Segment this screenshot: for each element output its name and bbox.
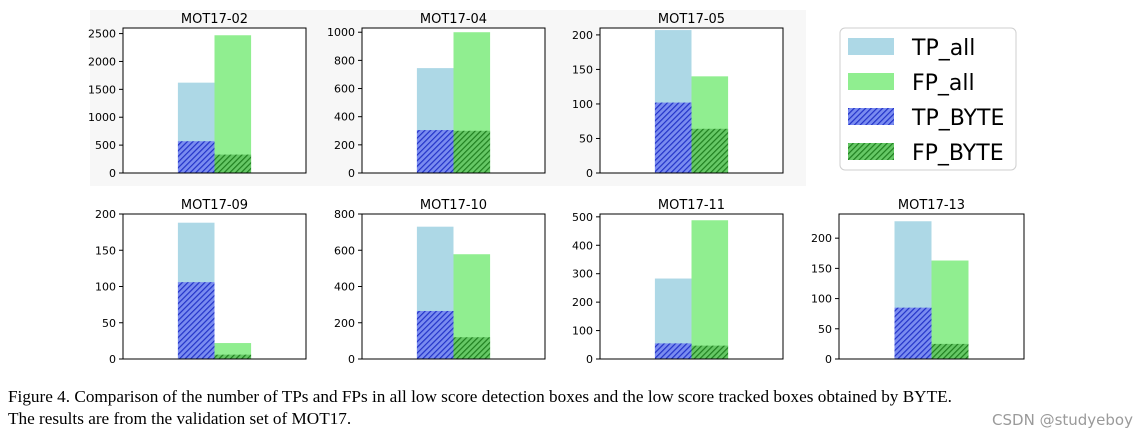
bar-fp-all	[691, 220, 729, 359]
subplot-mot17-05: MOT17-05 0 50 100 150 200	[572, 12, 784, 180]
axes-frame	[122, 213, 307, 360]
y-tick-label: 0	[348, 167, 355, 180]
legend: TP_all FP_all TP_BYTE FP_BYTE	[839, 27, 1017, 171]
y-tick-label: 0	[348, 353, 355, 366]
y-tick-label: 200	[572, 29, 593, 42]
y-tick-label: 800	[334, 208, 355, 221]
legend-label-tp-all: TP_all	[911, 36, 975, 61]
subplot-mot17-09: MOT17-09 0 50 100 150 200	[95, 198, 307, 366]
y-tick-label: 1500	[88, 83, 116, 96]
y-tick-label: 100	[95, 281, 116, 294]
bar-tp-byte	[177, 282, 215, 359]
y-tick-label: 200	[95, 208, 116, 221]
legend-swatch-tp-all	[848, 38, 894, 55]
y-tick-label: 2000	[88, 55, 116, 68]
bar-tp-byte	[177, 141, 215, 173]
legend-frame	[839, 27, 1017, 171]
legend-label-tp-byte: TP_BYTE	[911, 106, 1004, 131]
bar-fp-all	[214, 35, 252, 173]
subplot-title: MOT17-10	[420, 198, 487, 213]
y-tick-label: 150	[572, 63, 593, 76]
y-tick-label: 100	[572, 325, 593, 338]
y-tick-label: 100	[572, 98, 593, 111]
y-tick-label: 50	[579, 132, 593, 145]
subplot-mot17-02: MOT17-02 0 500 1000 1500 2000 2500	[88, 12, 307, 180]
y-tick-label: 0	[825, 353, 832, 366]
axes-frame	[361, 27, 546, 174]
y-tick-label: 100	[811, 293, 832, 306]
y-tick-label: 400	[572, 239, 593, 252]
y-tick-label: 1000	[88, 111, 116, 124]
y-tick-label: 0	[586, 167, 593, 180]
y-tick-label: 600	[334, 83, 355, 96]
legend-label-fp-byte: FP_BYTE	[912, 141, 1004, 166]
bar-fp-byte	[931, 343, 969, 359]
figure-panels: MOT17-0205001000150020002500MOT17-040200…	[88, 10, 1025, 366]
y-tick-label: 50	[818, 323, 832, 336]
bar-fp-byte	[453, 337, 491, 359]
y-tick-label: 150	[95, 244, 116, 257]
legend-label-fp-all: FP_all	[912, 71, 975, 96]
bar-fp-byte	[691, 128, 729, 173]
legend-swatch-fp-all	[848, 73, 894, 90]
y-tick-label: 400	[334, 111, 355, 124]
bar-tp-byte	[654, 102, 692, 173]
bar-fp-byte	[214, 354, 252, 359]
subplot-title: MOT17-05	[658, 12, 725, 27]
axes-frame	[122, 27, 307, 174]
subplot-title: MOT17-04	[420, 12, 487, 27]
bar-tp-byte	[416, 130, 454, 173]
subplot-mot17-10: MOT17-10 0 200 400 600 800	[334, 198, 546, 366]
y-tick-label: 300	[572, 268, 593, 281]
y-tick-label: 0	[586, 353, 593, 366]
bar-tp-byte	[894, 307, 932, 359]
bar-tp-byte	[654, 343, 692, 359]
subplot-mot17-04: MOT17-04 0 200 400 600 800 1000	[327, 12, 546, 180]
axes-frame	[838, 213, 1025, 360]
y-tick-label: 800	[334, 54, 355, 67]
y-tick-label: 50	[102, 317, 116, 330]
y-tick-label: 500	[95, 139, 116, 152]
y-tick-label: 600	[334, 244, 355, 257]
subplot-title: MOT17-13	[898, 198, 965, 213]
axes-frame	[599, 213, 784, 360]
bar-fp-byte	[214, 154, 252, 173]
y-tick-label: 0	[109, 353, 116, 366]
watermark-text: CSDN @studyeboy	[992, 411, 1133, 429]
caption-line-2: The results are from the validation set …	[8, 409, 352, 428]
y-tick-label: 200	[572, 296, 593, 309]
y-tick-label: 200	[334, 139, 355, 152]
bar-fp-all	[931, 260, 969, 359]
legend-swatch-fp-byte	[848, 143, 894, 160]
bar-tp-byte	[416, 310, 454, 359]
subplot-title: MOT17-11	[658, 198, 725, 213]
axes-frame	[361, 213, 546, 360]
y-tick-label: 0	[109, 167, 116, 180]
y-tick-label: 2500	[88, 28, 116, 41]
y-tick-label: 150	[811, 262, 832, 275]
caption-line-1: Figure 4. Comparison of the number of TP…	[8, 387, 952, 406]
y-tick-label: 400	[334, 281, 355, 294]
subplot-mot17-13: MOT17-13 0 50 100 150 200	[811, 198, 1025, 366]
y-tick-label: 200	[811, 232, 832, 245]
subplot-mot17-11: MOT17-11 0 100 200 300 400 500	[572, 198, 784, 366]
subplot-title: MOT17-02	[181, 12, 248, 27]
subplot-title: MOT17-09	[181, 198, 248, 213]
y-tick-label: 200	[334, 317, 355, 330]
bar-fp-byte	[453, 130, 491, 173]
bar-fp-byte	[691, 345, 729, 359]
y-tick-label: 500	[572, 211, 593, 224]
y-tick-label: 1000	[327, 26, 355, 39]
legend-swatch-tp-byte	[848, 108, 894, 125]
figure-caption: Figure 4. Comparison of the number of TP…	[8, 386, 1133, 430]
axes-frame	[599, 27, 784, 174]
